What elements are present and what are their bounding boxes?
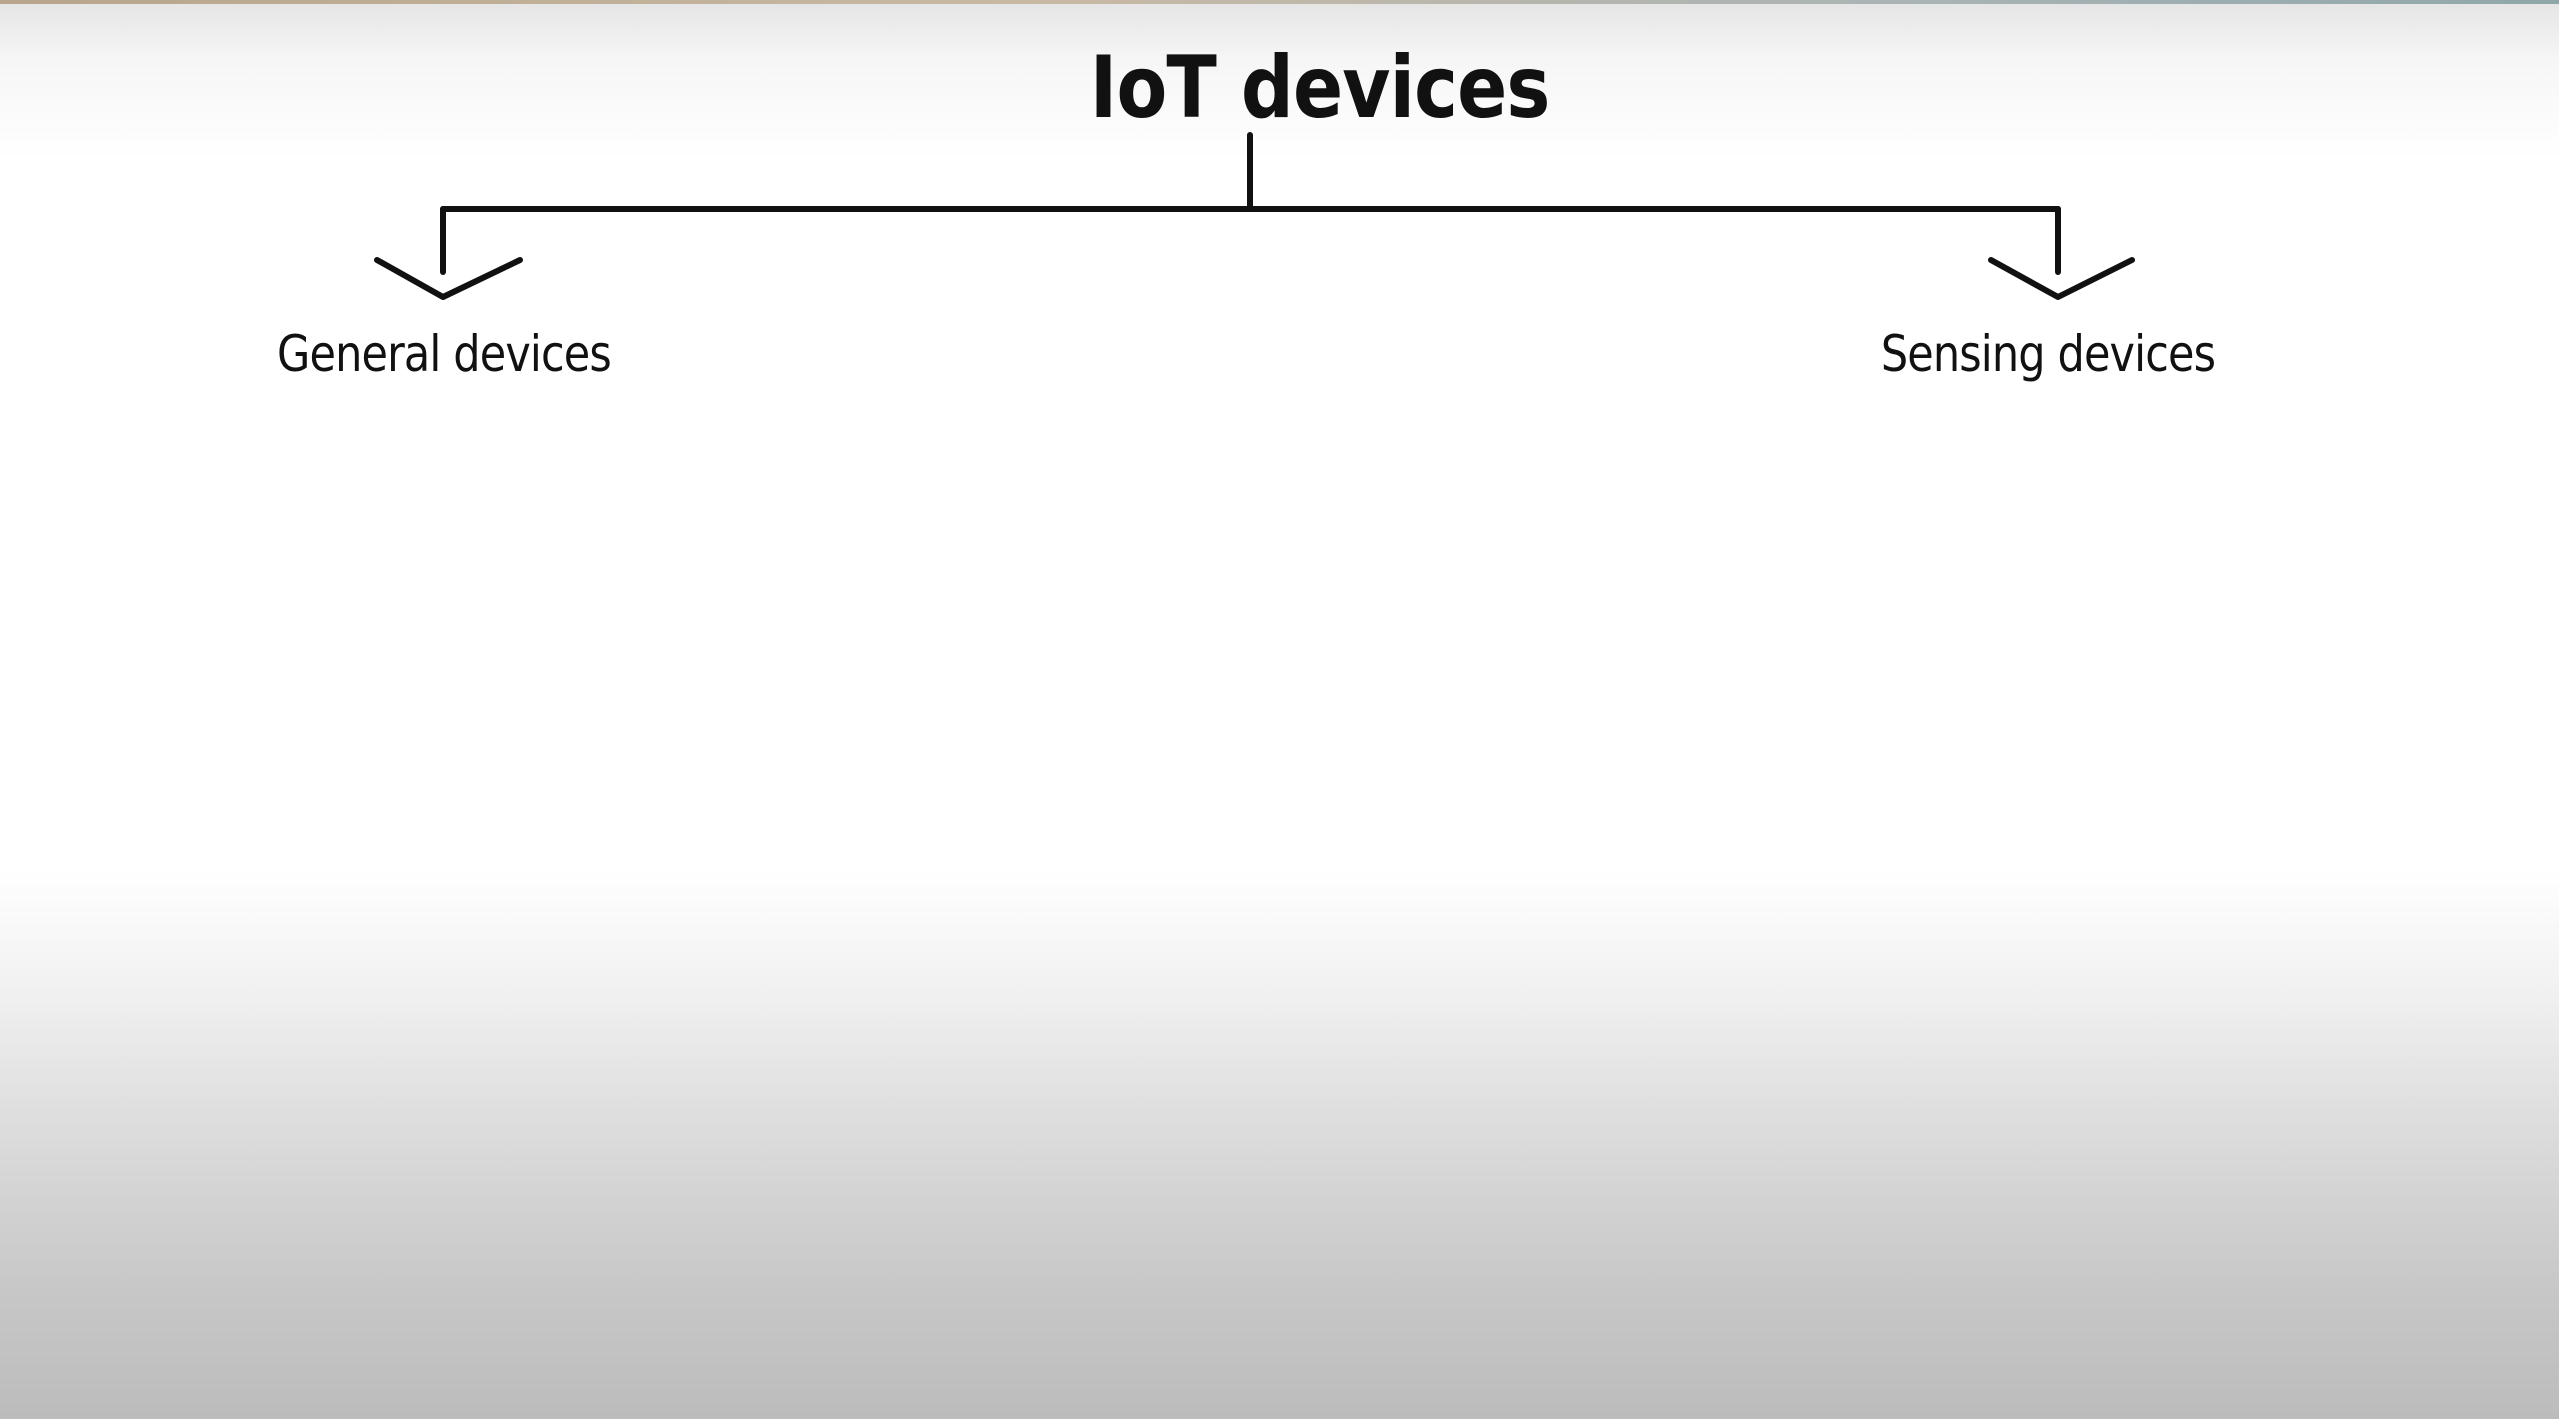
child-node-label-sensing: Sensing devices [1880, 325, 2216, 383]
right-arrowhead-icon [1988, 257, 2135, 300]
child-node-label-general: General devices [277, 325, 612, 383]
top-edge-strip [0, 0, 2559, 4]
left-arrowhead-icon [374, 257, 523, 300]
root-node-label: IoT devices [1089, 38, 1551, 138]
